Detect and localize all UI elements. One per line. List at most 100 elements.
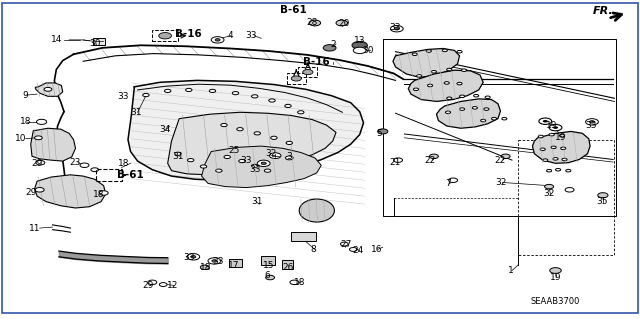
- Text: 3: 3: [287, 152, 292, 161]
- Text: 34: 34: [159, 125, 171, 134]
- Bar: [261, 256, 275, 265]
- Circle shape: [224, 155, 230, 159]
- Text: 33: 33: [249, 165, 260, 174]
- Circle shape: [553, 158, 558, 160]
- Text: 33: 33: [117, 92, 129, 101]
- Circle shape: [269, 153, 281, 159]
- Text: 17: 17: [228, 261, 239, 270]
- Text: 19: 19: [546, 121, 557, 130]
- Circle shape: [485, 96, 490, 99]
- Circle shape: [286, 141, 292, 145]
- Circle shape: [211, 37, 224, 43]
- Text: 6: 6: [265, 271, 270, 280]
- Circle shape: [378, 129, 388, 134]
- Text: 32: 32: [495, 178, 506, 187]
- Circle shape: [215, 39, 220, 41]
- Circle shape: [457, 82, 462, 85]
- Circle shape: [208, 258, 221, 264]
- Text: 30: 30: [89, 39, 100, 48]
- Text: 29: 29: [31, 159, 43, 168]
- Text: 10: 10: [15, 134, 26, 143]
- Circle shape: [390, 26, 403, 32]
- Circle shape: [159, 283, 167, 286]
- Text: B-61: B-61: [117, 170, 144, 181]
- Text: 7: 7: [445, 179, 451, 188]
- Circle shape: [186, 88, 192, 92]
- Circle shape: [200, 165, 207, 168]
- Circle shape: [394, 27, 399, 30]
- Circle shape: [501, 154, 510, 159]
- Text: 21: 21: [390, 158, 401, 167]
- Text: 1: 1: [508, 266, 513, 275]
- Circle shape: [285, 104, 291, 108]
- Text: 18: 18: [118, 159, 130, 168]
- Text: 33: 33: [586, 121, 597, 130]
- Circle shape: [549, 124, 562, 131]
- Circle shape: [99, 191, 108, 195]
- Circle shape: [36, 119, 47, 124]
- Circle shape: [551, 146, 556, 149]
- Circle shape: [188, 159, 194, 162]
- Circle shape: [187, 254, 200, 260]
- Circle shape: [428, 84, 433, 87]
- Circle shape: [148, 280, 157, 285]
- Text: 24: 24: [353, 246, 364, 255]
- Circle shape: [349, 248, 357, 251]
- Text: 15: 15: [263, 261, 275, 270]
- Bar: [282, 260, 293, 269]
- Circle shape: [447, 68, 452, 71]
- Circle shape: [143, 93, 149, 97]
- Text: 11: 11: [29, 224, 41, 233]
- Circle shape: [565, 188, 574, 192]
- Circle shape: [159, 33, 172, 39]
- Circle shape: [290, 280, 299, 285]
- Bar: [229, 259, 242, 267]
- Text: 33: 33: [241, 156, 252, 165]
- Circle shape: [261, 162, 266, 165]
- Circle shape: [264, 169, 271, 172]
- Bar: [298, 67, 317, 77]
- Text: 13: 13: [354, 36, 365, 45]
- Circle shape: [36, 160, 45, 165]
- Circle shape: [417, 75, 422, 77]
- Ellipse shape: [300, 199, 335, 222]
- Circle shape: [550, 268, 561, 273]
- Text: 28: 28: [307, 19, 318, 27]
- Text: 33: 33: [389, 23, 401, 32]
- Polygon shape: [532, 131, 590, 163]
- Circle shape: [474, 94, 479, 97]
- Circle shape: [216, 169, 222, 172]
- Text: 35: 35: [596, 197, 607, 206]
- Circle shape: [457, 50, 462, 53]
- Circle shape: [266, 275, 275, 280]
- Text: 27: 27: [340, 241, 351, 249]
- Circle shape: [271, 136, 277, 139]
- Circle shape: [561, 147, 566, 150]
- Circle shape: [562, 158, 567, 161]
- Circle shape: [352, 41, 367, 49]
- Text: 18: 18: [294, 278, 305, 287]
- Circle shape: [323, 45, 336, 51]
- Circle shape: [175, 152, 181, 155]
- Bar: [287, 73, 306, 84]
- Circle shape: [191, 256, 196, 258]
- Circle shape: [257, 160, 270, 167]
- Polygon shape: [408, 70, 483, 101]
- Circle shape: [212, 260, 217, 262]
- Text: 18: 18: [20, 117, 31, 126]
- Circle shape: [340, 242, 348, 246]
- Circle shape: [556, 168, 561, 171]
- Text: 9: 9: [23, 91, 28, 100]
- Circle shape: [80, 163, 89, 167]
- Circle shape: [412, 53, 417, 56]
- Text: 29: 29: [143, 281, 154, 290]
- Circle shape: [598, 193, 608, 198]
- Circle shape: [547, 169, 552, 172]
- Circle shape: [353, 47, 366, 54]
- Circle shape: [269, 99, 275, 102]
- Text: FR.: FR.: [593, 6, 613, 16]
- Circle shape: [298, 111, 304, 114]
- Circle shape: [291, 76, 301, 81]
- Polygon shape: [436, 99, 500, 128]
- Circle shape: [309, 20, 321, 26]
